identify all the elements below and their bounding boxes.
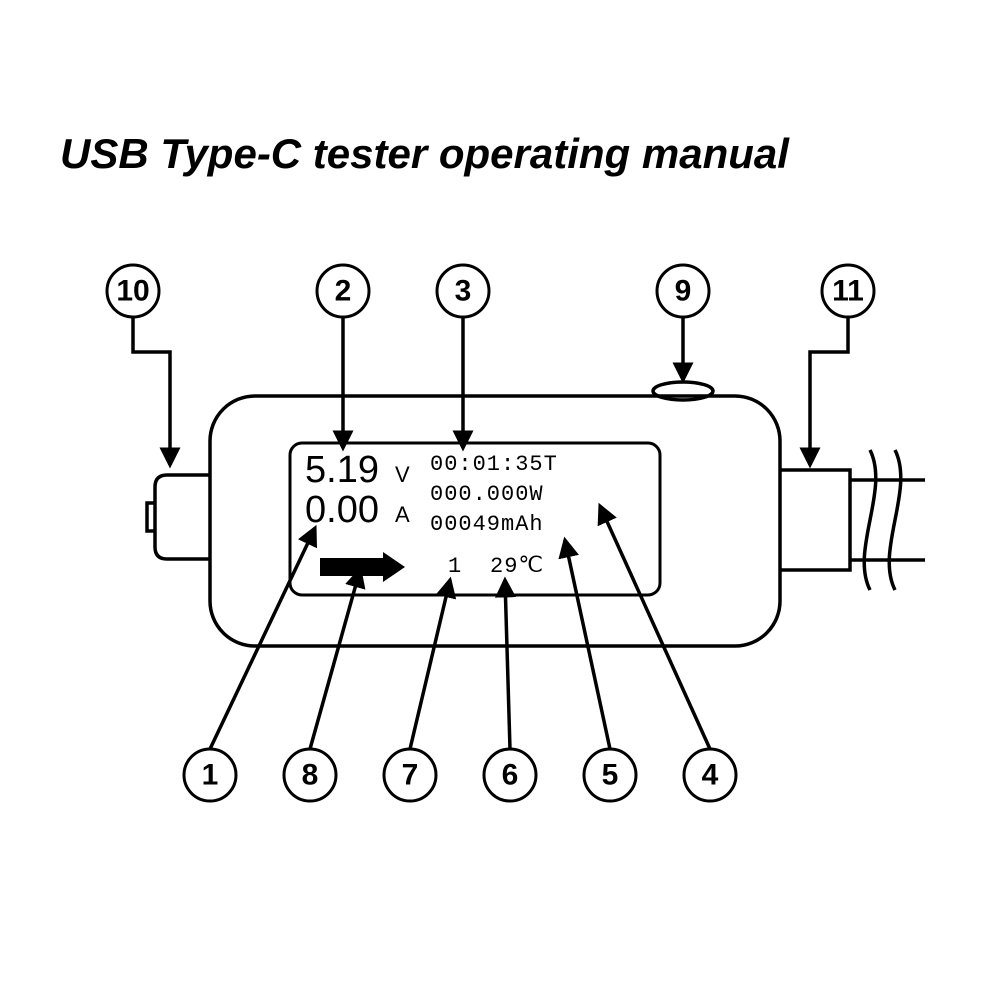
svg-text:10: 10 — [116, 275, 149, 308]
svg-text:29℃: 29℃ — [490, 554, 544, 579]
svg-text:3: 3 — [455, 275, 472, 308]
svg-text:00:01:35T: 00:01:35T — [430, 452, 558, 477]
svg-text:5.19: 5.19 — [305, 449, 379, 491]
svg-text:4: 4 — [702, 759, 719, 792]
svg-text:11: 11 — [832, 275, 864, 308]
svg-text:2: 2 — [335, 275, 352, 308]
svg-text:9: 9 — [675, 275, 692, 308]
svg-text:000.000W: 000.000W — [430, 482, 544, 507]
svg-text:8: 8 — [302, 759, 319, 792]
svg-text:5: 5 — [602, 759, 619, 792]
svg-text:0.00: 0.00 — [305, 489, 379, 531]
diagram-svg: 5.19 V 0.00 A 00:01:35T 000.000W 00049mAh 1 29℃ 1… — [0, 0, 1000, 1000]
svg-text:1: 1 — [448, 554, 462, 579]
svg-text:V: V — [395, 462, 410, 487]
svg-text:00049mAh: 00049mAh — [430, 512, 544, 537]
svg-text:6: 6 — [502, 759, 519, 792]
diagram-container: USB Type-C tester operating manual 5.19V… — [0, 0, 1000, 1000]
svg-text:A: A — [395, 502, 410, 527]
svg-text:1: 1 — [202, 759, 219, 792]
svg-text:7: 7 — [402, 759, 419, 792]
